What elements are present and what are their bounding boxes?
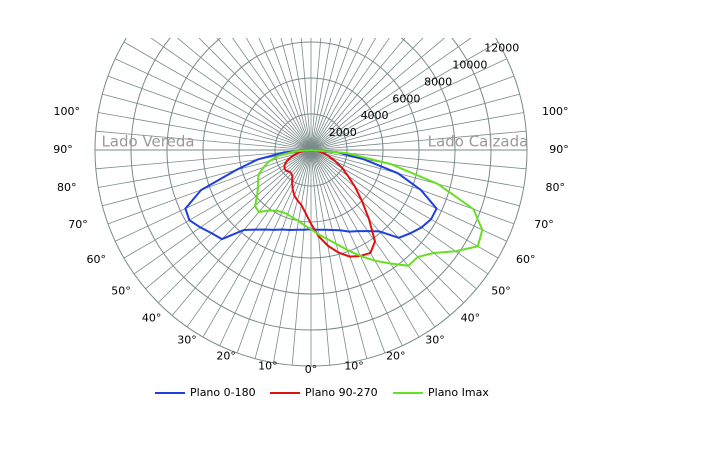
- spoke: [216, 38, 312, 151]
- angle-tick-label: 90°: [549, 143, 569, 156]
- r-tick-label: 6000: [392, 92, 420, 105]
- r-tick-label: 4000: [361, 109, 389, 122]
- annotation: Lado Vereda: [101, 133, 194, 151]
- angle-tick-label: 0°: [305, 363, 318, 376]
- series-line: [253, 149, 484, 267]
- legend-label: Plano 0-180: [190, 386, 256, 399]
- angle-tick-label: 70°: [534, 218, 554, 231]
- angle-tick-label: 100°: [54, 105, 81, 118]
- r-tick-label: 10000: [452, 58, 487, 71]
- angle-tick-label: 10°: [344, 360, 364, 373]
- angle-tick-label: 10°: [258, 360, 278, 373]
- r-tick-label: 12000: [484, 42, 519, 55]
- annotation: Lado Calzada: [428, 133, 529, 151]
- angle-tick-label: 60°: [86, 253, 106, 266]
- legend-label: Plano 90-270: [305, 386, 378, 399]
- angle-tick-label: 40°: [461, 312, 481, 325]
- angle-tick-label: 50°: [111, 284, 131, 297]
- series-line: [283, 149, 377, 258]
- angle-tick-label: 30°: [177, 334, 197, 347]
- angle-tick-label: 20°: [386, 350, 406, 363]
- angle-tick-label: 30°: [425, 334, 445, 347]
- angle-tick-label: 20°: [216, 350, 236, 363]
- angle-tick-label: 100°: [542, 105, 569, 118]
- polar-grid: [94, 38, 528, 367]
- angle-tick-label: 40°: [142, 312, 162, 325]
- angle-tick-label: 90°: [53, 143, 73, 156]
- angle-tick-label: 60°: [516, 253, 536, 266]
- angle-tick-label: 70°: [68, 218, 88, 231]
- r-tick-label: 8000: [424, 75, 452, 88]
- r-tick-label: 2000: [329, 126, 357, 139]
- angle-tick-label: 80°: [57, 181, 77, 194]
- legend-label: Plano Imax: [428, 386, 489, 399]
- angle-tick-label: 50°: [491, 284, 511, 297]
- angle-tick-label: 80°: [545, 181, 565, 194]
